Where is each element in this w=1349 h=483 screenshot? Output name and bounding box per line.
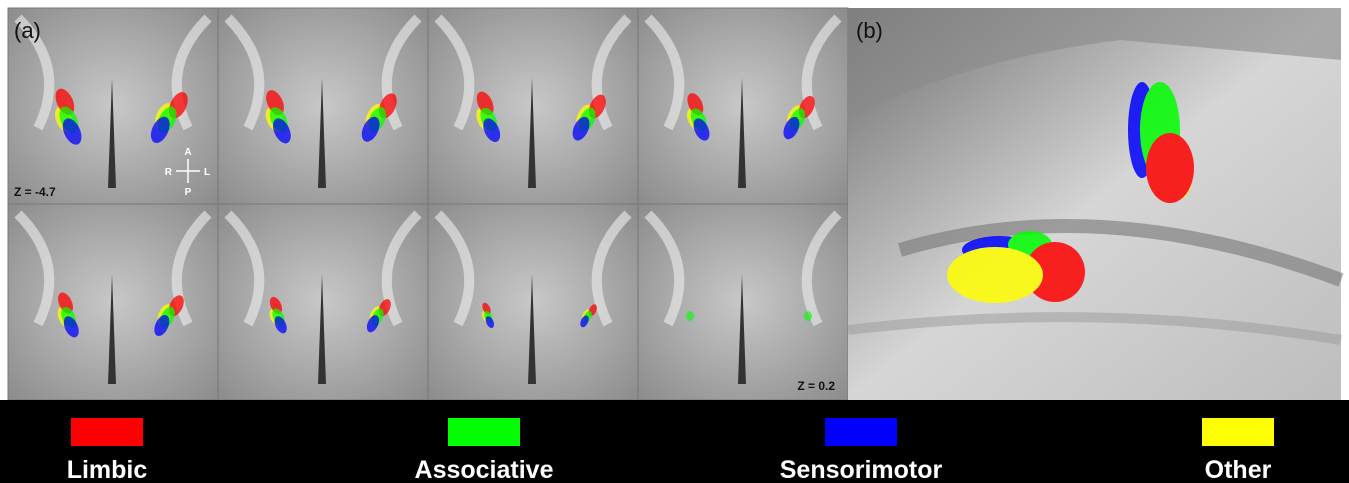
legend-swatch [825, 418, 897, 446]
region [1146, 133, 1194, 203]
slice-grid: (a) Z = -4.7 Z = 0.2 A P R L [8, 8, 848, 400]
slice [8, 204, 218, 400]
panel-label: (a) [14, 18, 41, 43]
legend-bar [0, 400, 1349, 483]
legend-label: Limbic [67, 456, 148, 483]
slice [428, 8, 638, 204]
orientation-label: R [165, 167, 173, 178]
region [947, 247, 1043, 303]
panel-b: (b) [848, 8, 1341, 400]
slice [638, 204, 848, 400]
slice [218, 204, 428, 400]
region [686, 311, 694, 321]
legend-label: Associative [415, 456, 554, 483]
panel-label: (b) [856, 18, 883, 43]
orientation-label: A [184, 147, 191, 158]
legend-label: Sensorimotor [780, 456, 943, 483]
slice [218, 8, 428, 204]
legend-label: Other [1205, 456, 1272, 483]
figure: (a) Z = -4.7 Z = 0.2 A P R L (b) Limbic Associa… [0, 0, 1349, 483]
slice [638, 8, 848, 204]
orientation-label: L [204, 167, 210, 178]
z-label: Z = 0.2 [797, 379, 835, 393]
legend-swatch [71, 418, 143, 446]
legend-swatch [448, 418, 520, 446]
legend-swatch [1202, 418, 1274, 446]
slice [428, 204, 638, 400]
region [804, 311, 812, 321]
z-label: Z = -4.7 [14, 185, 56, 199]
orientation-label: P [185, 187, 192, 198]
